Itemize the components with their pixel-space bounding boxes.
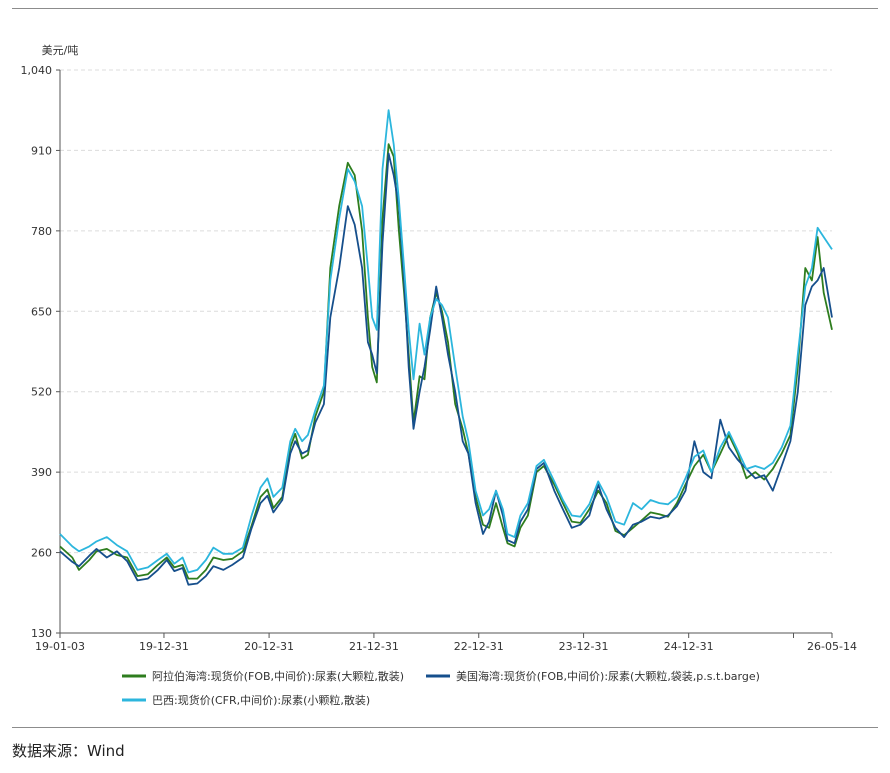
x-tick-label: 19-12-31 — [139, 640, 189, 653]
x-tick-label: 23-12-31 — [559, 640, 609, 653]
y-tick-label: 1,040 — [21, 64, 53, 77]
x-tick-label: 24-12-31 — [664, 640, 714, 653]
legend: 阿拉伯海湾:现货价(FOB,中间价):尿素(大颗粒,散装) 美国海湾:现货价(FO… — [122, 669, 760, 707]
series-line-3 — [59, 109, 833, 574]
y-tick-label: 780 — [31, 225, 52, 238]
gridlines — [60, 69, 832, 554]
series-lines — [59, 109, 833, 586]
bottom-divider — [12, 727, 878, 728]
y-tick-label: 650 — [31, 305, 52, 318]
x-tick-label: 21-12-31 — [349, 640, 399, 653]
x-tick-label: 20-12-31 — [244, 640, 294, 653]
y-tick-label: 130 — [31, 627, 52, 640]
legend-label-2: 美国海湾:现货价(FOB,中间价):尿素(大颗粒,袋装,p.s.t.barge) — [456, 669, 760, 683]
legend-label-3: 巴西:现货价(CFR,中间价):尿素(小颗粒,散装) — [152, 693, 370, 707]
x-tick-label: 26-05-14 — [807, 640, 857, 653]
legend-label-1: 阿拉伯海湾:现货价(FOB,中间价):尿素(大颗粒,散装) — [152, 669, 404, 683]
y-tick-label: 520 — [31, 386, 52, 399]
y-tick-label: 910 — [31, 144, 52, 157]
top-divider — [12, 8, 878, 9]
x-tick-label: 19-01-03 — [35, 640, 85, 653]
x-tick-label: 22-12-31 — [454, 640, 504, 653]
series-line-1 — [59, 143, 833, 580]
source-note: 数据来源：Wind — [12, 742, 125, 760]
y-axis-unit-label: 美元/吨 — [42, 44, 79, 57]
axes: 130 260 390 520 650 780 910 1,040 19-01-03 19-12-… — [21, 64, 857, 653]
series-line-2 — [59, 152, 833, 586]
y-tick-label: 390 — [31, 466, 52, 479]
y-tick-label: 260 — [31, 547, 52, 560]
